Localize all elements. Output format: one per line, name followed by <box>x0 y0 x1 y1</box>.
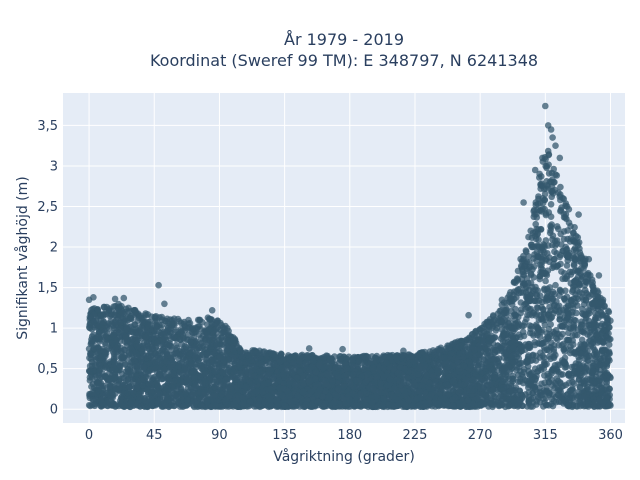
data-point <box>569 286 577 294</box>
data-point <box>505 317 513 324</box>
data-point <box>571 380 578 387</box>
data-point <box>545 310 553 317</box>
data-point <box>507 382 515 389</box>
data-point <box>580 301 588 308</box>
data-point <box>117 375 124 383</box>
data-point <box>546 353 553 360</box>
data-point <box>562 287 569 295</box>
data-point <box>144 311 152 318</box>
data-point <box>548 221 555 228</box>
data-point <box>556 286 564 294</box>
data-point <box>206 316 213 323</box>
data-point <box>541 196 548 204</box>
data-point <box>540 270 547 278</box>
data-point <box>535 193 542 200</box>
data-point <box>509 372 517 380</box>
data-point <box>546 315 553 322</box>
data-point <box>102 310 109 318</box>
data-point <box>553 172 561 179</box>
data-point <box>172 341 180 349</box>
data-point <box>171 321 178 329</box>
data-points <box>85 102 614 411</box>
data-point <box>543 164 550 172</box>
data-point <box>177 326 185 333</box>
data-point <box>532 201 540 209</box>
data-point <box>554 336 561 343</box>
data-point <box>556 253 564 261</box>
data-point <box>549 295 557 303</box>
data-point <box>605 341 613 349</box>
data-point <box>551 255 558 263</box>
data-point <box>562 309 569 316</box>
data-point <box>172 328 179 336</box>
data-point <box>605 307 612 315</box>
data-point <box>552 281 559 289</box>
data-point <box>538 380 545 388</box>
data-point <box>566 238 574 245</box>
data-point <box>546 229 554 237</box>
data-point <box>540 242 548 249</box>
data-point <box>520 257 527 265</box>
data-point <box>530 243 538 251</box>
data-point <box>555 330 562 338</box>
data-point <box>565 370 572 378</box>
data-point <box>550 348 558 356</box>
data-point <box>186 319 194 327</box>
data-point <box>520 332 528 340</box>
data-point <box>86 368 94 376</box>
data-point <box>539 247 547 254</box>
data-point <box>551 248 558 255</box>
data-point <box>547 201 555 208</box>
data-point <box>562 316 570 324</box>
data-point <box>557 230 564 238</box>
data-point <box>571 244 579 252</box>
data-point <box>217 381 224 389</box>
data-point <box>523 248 530 256</box>
data-point <box>537 349 544 357</box>
data-point <box>578 371 585 379</box>
data-point <box>557 183 564 191</box>
data-point <box>499 333 506 340</box>
